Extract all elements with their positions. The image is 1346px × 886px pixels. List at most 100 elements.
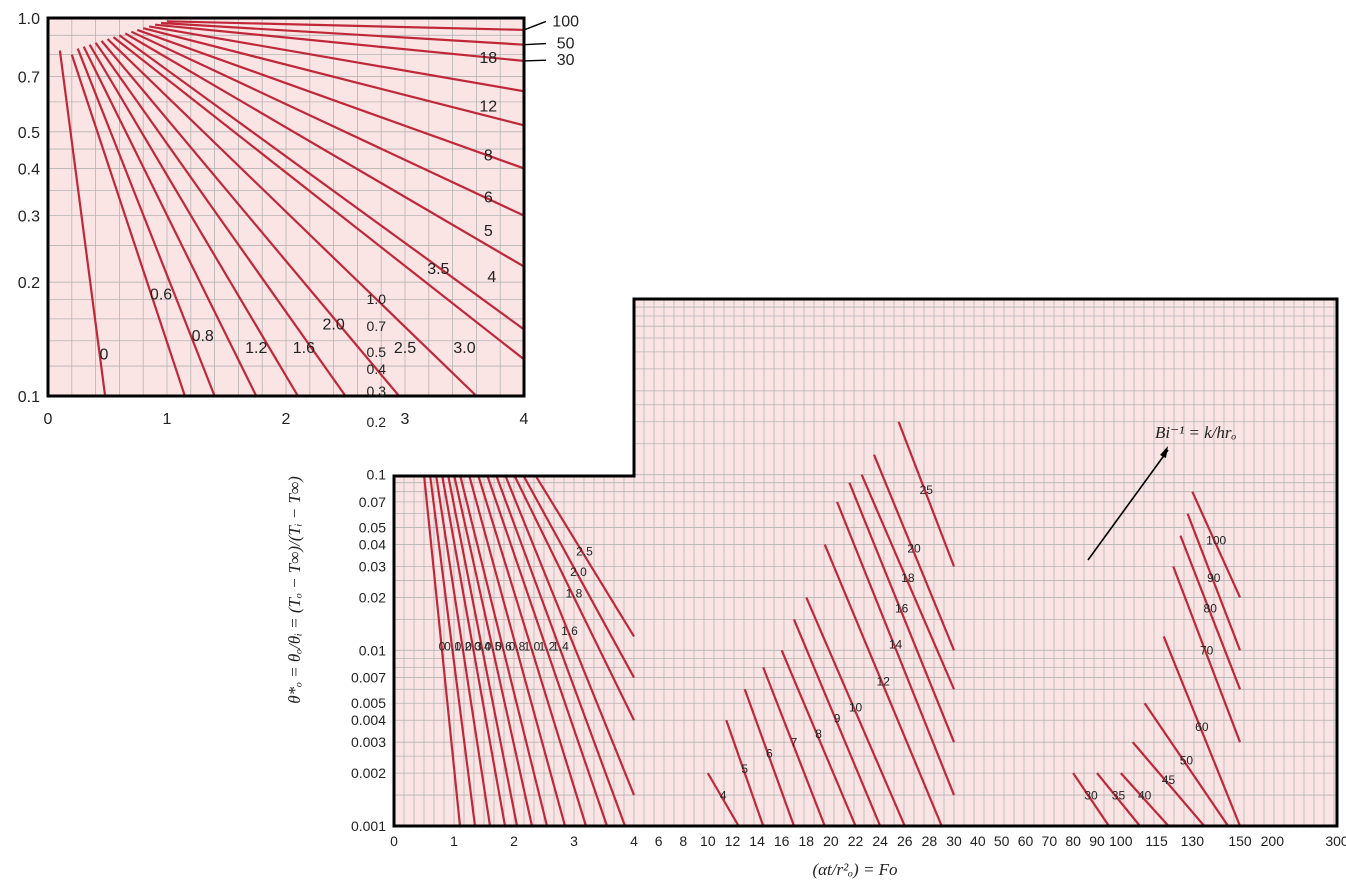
inset-y-ticks: 1.0 0.7 0.5 0.4 0.3 0.2 0.1 [18,11,40,406]
main-curve [780,649,857,826]
inset-curve [76,48,216,397]
main-curve-label: 6 [766,747,773,761]
main-x-tick-label: 90 [1089,833,1105,849]
inset-curve-label: 12 [479,99,497,116]
main-curve-label: 12 [877,674,891,688]
main-x-tick-label: 14 [749,833,765,849]
main-y-tick-label: 0.7 [367,318,387,334]
inset-curve [82,46,258,397]
main-chart: 1.00.70.50.40.30.20.10.070.050.040.030.0… [285,291,1346,879]
bi-arrow-head-icon [1160,446,1168,458]
main-x-tick-label: 200 [1261,833,1285,849]
main-y-tick-label: 0.04 [359,537,386,553]
main-curve-label: 100 [1206,534,1226,548]
inset-curve [154,23,525,63]
main-y-ticks: 1.0 0.7 0.50.4 0.3 0.2 0.1 0.07 0.050.04 0.03 0.0… [351,291,386,834]
main-x-tick-label: 70 [1042,833,1058,849]
main-curve-label: 35 [1112,789,1126,803]
inset-curve-label: 6 [484,190,493,207]
main-x-tick-label: 30 [946,833,962,849]
main-curve [1162,636,1242,826]
inset-x-tick-label: 3 [401,411,410,428]
main-plot-area [394,299,1337,826]
main-y-tick-label: 0.001 [351,818,386,834]
main-curve [836,501,956,796]
main-x-tick-label: 80 [1065,833,1081,849]
inset-y-tick-label: 0.4 [18,161,40,178]
main-curve [534,474,635,637]
inset-curve [70,54,186,397]
inset-y-tick-label: 0.2 [18,275,40,292]
main-curve-label: 0.5 [485,639,502,653]
main-curve [452,474,534,826]
main-x-tick-label: 26 [897,833,913,849]
inset-curve-label: 0 [99,346,108,363]
main-curve [1120,772,1170,826]
main-x-tick-label: 16 [774,833,790,849]
main-curve-label: 0 [439,639,446,653]
inset-x-tick-label: 2 [282,411,291,428]
main-y-tick-label: 0.07 [359,494,386,510]
inset-leader-line [523,59,547,62]
main-curve [1131,741,1206,826]
main-x-tick-label: 3 [570,833,578,849]
main-curve [503,474,636,796]
main-curve [1186,513,1242,651]
inset-curve [166,20,525,32]
main-curve-label: 0.3 [465,639,482,653]
main-y-tick-label: 0.01 [359,642,386,658]
main-curve [467,474,567,826]
main-curve-label: 7 [791,736,798,750]
inset-curve-label: 18 [479,50,497,67]
main-curve-label: 2.5 [576,545,593,559]
main-x-tick-label: 8 [679,833,687,849]
main-curve [762,666,826,826]
main-x-ticks: 0 1 2 3 4 6 8 10 12 14 16 18 20 22 24 26 28 30 40 50 60 70 80 9… [390,833,1346,849]
main-x-tick-label: 6 [655,833,663,849]
main-curve-label: 1.8 [566,586,583,600]
main-curve-label: 16 [895,601,909,615]
main-y-tick-label: 0.02 [359,589,386,605]
main-y-tick-label: 0.05 [359,520,386,536]
main-x-tick-label: 115 [1145,833,1168,849]
main-y-tick-label: 0.002 [351,765,386,781]
inset-curve [94,42,347,397]
inset-curve [130,30,525,217]
inset-curve-label: 8 [484,147,493,164]
main-curve [494,474,627,826]
main-frame [392,297,1339,828]
x-axis-title: (αt/r²ₒ) = Fo [812,860,897,879]
main-curve-label: 18 [901,571,915,585]
bi-arrow-line [1087,449,1169,561]
main-curve [458,474,549,826]
inset-curve [142,27,525,127]
main-y-tick-label: 1.0 [367,291,387,307]
main-curve [422,474,462,826]
main-x-tick-label: 22 [848,833,864,849]
inset-leader-line [523,20,547,31]
inset-curve-label: 0.6 [150,287,172,304]
main-curve [476,474,588,826]
main-x-tick-label: 300 [1325,833,1346,849]
main-curve [725,719,765,826]
main-x-tick-label: 20 [823,833,839,849]
inset-curve-label: 2.5 [394,340,416,357]
main-curve [872,454,956,651]
main-x-tick-label: 1 [450,833,458,849]
main-curve-label: 8 [815,727,822,741]
main-x-tick-label: 24 [872,833,888,849]
main-curve-label: 60 [1195,720,1209,734]
inset-frame [46,16,526,398]
main-x-tick-label: 40 [970,833,986,849]
main-curve [823,544,943,826]
main-curve-label: 14 [889,637,903,651]
inset-curve-label: 0.8 [192,328,214,345]
main-curve-label: 0.2 [455,639,472,653]
main-x-tick-label: 0 [390,833,398,849]
main-y-tick-label: 0.5 [367,344,387,360]
main-curve [1179,535,1242,690]
main-y-tick-label: 0.4 [367,361,387,377]
bi-annotation: Bi⁻¹ = k/hrₒ [1155,423,1237,442]
main-curve-label: 4 [720,789,727,803]
